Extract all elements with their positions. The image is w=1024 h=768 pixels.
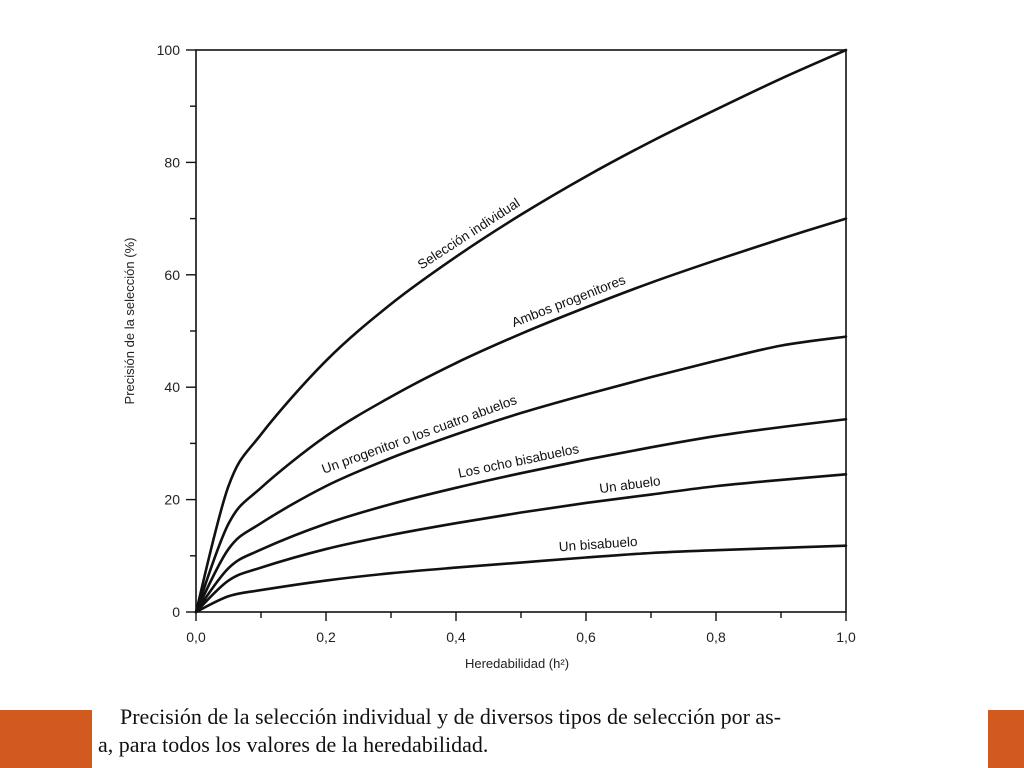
x-tick-label: 0,8	[706, 629, 726, 645]
series-label: Un abuelo	[598, 473, 661, 496]
y-tick-label: 20	[164, 492, 180, 508]
x-axis-title: Heredabilidad (h²)	[465, 656, 569, 671]
caption-line-2: a, para todos los valores de la heredabi…	[98, 732, 489, 757]
x-tick-label: 0,0	[186, 629, 206, 645]
series-line	[194, 473, 848, 614]
y-tick-label: 40	[164, 379, 180, 395]
y-axis-title: Precisión de la selección (%)	[122, 238, 137, 405]
y-tick-label: 100	[157, 42, 181, 58]
chart: 0,0 0,2 0,4 0,6 0,8 1,0 0 20 40 60 80 100 Selecció…	[122, 42, 856, 671]
caption-line-1: Precisión de la selección individual y d…	[120, 704, 782, 729]
y-tick-label: 80	[164, 154, 180, 170]
x-tick-label: 1,0	[836, 629, 856, 645]
figure-caption: Precisión de la selección individual y d…	[92, 700, 988, 768]
x-tick-label: 0,2	[316, 629, 336, 645]
series-line	[194, 417, 848, 614]
curves	[194, 48, 848, 614]
series-line	[194, 335, 848, 614]
series-line	[194, 217, 848, 614]
x-tick-label: 0,6	[576, 629, 596, 645]
y-tick-label: 60	[164, 267, 180, 283]
y-axis-ticks: 0 20 40 60 80 100	[157, 42, 196, 620]
series-label: Un bisabuelo	[558, 534, 638, 554]
accent-bar-right	[988, 710, 1024, 768]
series-label: Selección individual	[415, 195, 523, 272]
accent-bar-left	[0, 710, 92, 768]
series-line	[194, 48, 848, 614]
plot-area-frame	[195, 49, 847, 613]
y-tick-label: 0	[172, 604, 180, 620]
series-line	[194, 544, 848, 614]
x-axis-ticks: 0,0 0,2 0,4 0,6 0,8 1,0	[186, 612, 856, 645]
x-tick-label: 0,4	[446, 629, 466, 645]
series-label: Ambos progenitores	[509, 272, 627, 330]
